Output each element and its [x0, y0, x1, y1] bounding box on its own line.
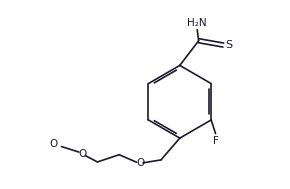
Text: F: F: [213, 136, 218, 146]
Text: H₂N: H₂N: [187, 19, 207, 29]
Text: O: O: [136, 158, 144, 168]
Text: O: O: [49, 139, 57, 149]
Text: O: O: [78, 149, 86, 159]
Text: S: S: [225, 40, 232, 50]
